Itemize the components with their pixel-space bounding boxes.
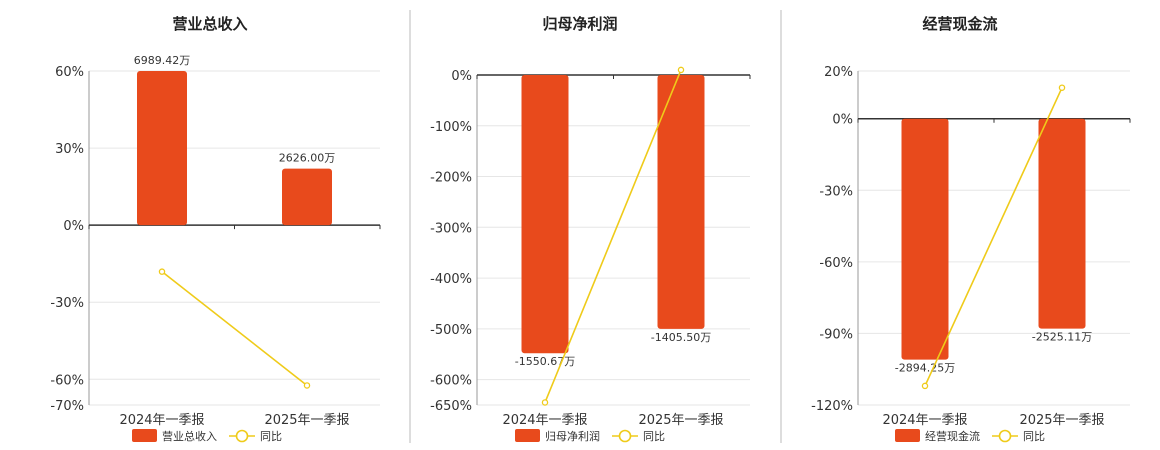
y-tick-label: -400% xyxy=(430,272,472,287)
bar xyxy=(901,118,949,360)
y-tick-label: -120% xyxy=(811,399,853,414)
yoy-point xyxy=(677,66,685,74)
yoy-point xyxy=(541,399,549,406)
bar-data-label: -1405.50万 xyxy=(651,331,711,344)
legend-bar-label: 归母净利润 xyxy=(545,429,600,443)
legend-line-label: 同比 xyxy=(643,430,665,443)
y-tick-label: -200% xyxy=(430,171,472,186)
bar-data-label: -2894.25万 xyxy=(895,362,955,375)
x-tick-label: 2025年一季报 xyxy=(1019,413,1104,428)
yoy-line xyxy=(924,87,1063,387)
y-tick-label: -90% xyxy=(819,327,853,342)
legend-line-marker xyxy=(235,429,249,443)
yoy-line xyxy=(544,69,682,403)
y-tick-label: 20% xyxy=(824,65,853,80)
bar xyxy=(1038,118,1086,329)
legend-line-marker xyxy=(998,429,1012,443)
legend-bar-label: 营业总收入 xyxy=(162,429,217,443)
y-tick-label: -30% xyxy=(50,296,84,311)
legend-line-label: 同比 xyxy=(260,430,282,443)
yoy-point xyxy=(158,268,166,275)
bar-data-label: -1550.67万 xyxy=(515,355,575,368)
y-tick-label: -300% xyxy=(430,221,472,236)
y-tick-label: 60% xyxy=(55,65,84,80)
legend-bar-label: 经营现金流 xyxy=(925,429,980,443)
y-tick-label: -70% xyxy=(50,399,84,414)
x-tick-label: 2025年一季报 xyxy=(638,413,723,428)
legend-bar-swatch xyxy=(895,429,920,442)
chart-title: 营业总收入 xyxy=(172,15,247,33)
legend-bar-swatch xyxy=(515,429,540,442)
x-tick-label: 2024年一季报 xyxy=(502,413,587,428)
y-tick-label: -30% xyxy=(819,184,853,199)
y-tick-label: 0% xyxy=(63,219,84,234)
bar-data-label: -2525.11万 xyxy=(1032,331,1092,344)
y-tick-label: -60% xyxy=(819,256,853,271)
yoy-point xyxy=(1058,84,1066,91)
yoy-line xyxy=(161,271,308,387)
y-tick-label: -600% xyxy=(430,374,472,389)
bar xyxy=(521,75,569,354)
bar xyxy=(282,168,332,226)
yoy-point xyxy=(921,382,929,390)
legend-bar-swatch xyxy=(132,429,157,442)
y-tick-label: -100% xyxy=(430,120,472,135)
yoy-point xyxy=(303,382,311,389)
chart-title: 经营现金流 xyxy=(922,15,997,33)
legend-line-label: 同比 xyxy=(1023,430,1045,443)
y-tick-label: -650% xyxy=(430,399,472,414)
chart-title: 归母净利润 xyxy=(542,15,617,33)
y-tick-label: 0% xyxy=(451,69,472,84)
x-tick-label: 2025年一季报 xyxy=(264,413,349,428)
bar-data-label: 2626.00万 xyxy=(279,152,336,165)
y-tick-label: -60% xyxy=(50,373,84,388)
y-tick-label: 30% xyxy=(55,142,84,157)
y-tick-label: -500% xyxy=(430,323,472,338)
x-tick-label: 2024年一季报 xyxy=(882,413,967,428)
bar-data-label: 6989.42万 xyxy=(134,54,191,67)
x-tick-label: 2024年一季报 xyxy=(119,413,204,428)
bar xyxy=(657,75,705,329)
legend-line-marker xyxy=(618,429,632,443)
bar xyxy=(137,71,187,226)
y-tick-label: 0% xyxy=(832,113,853,128)
